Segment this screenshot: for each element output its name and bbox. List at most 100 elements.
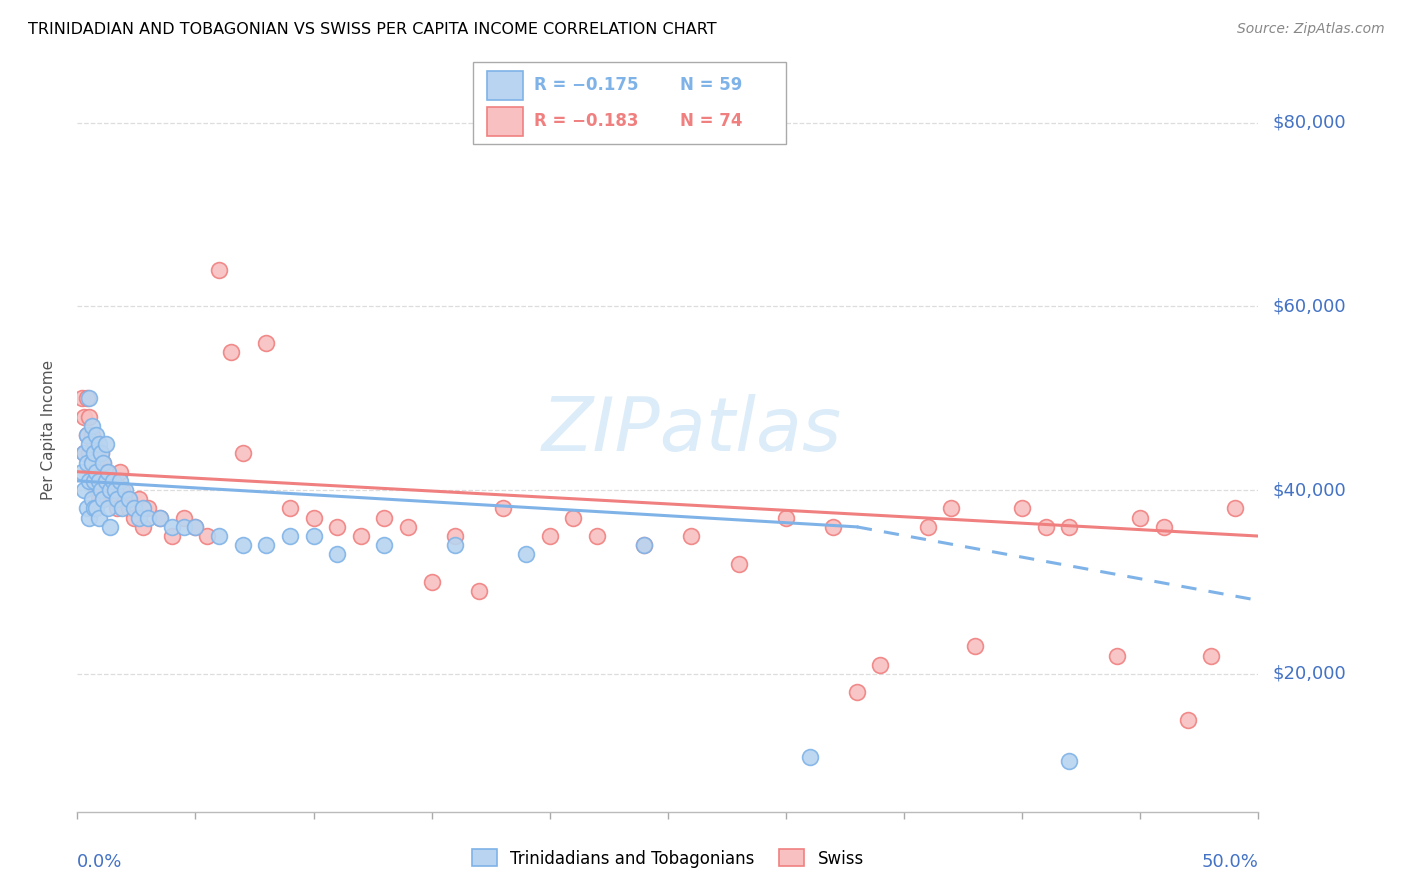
- Point: [1129, 510, 1152, 524]
- Point: [94, 474, 117, 488]
- Point: [90, 483, 112, 497]
- Point: [326, 520, 349, 534]
- Point: [681, 529, 703, 543]
- Point: [90, 446, 112, 460]
- Point: [302, 529, 325, 543]
- Point: [468, 584, 491, 599]
- Text: N = 74: N = 74: [679, 112, 742, 130]
- Point: [83, 437, 105, 451]
- Point: [1177, 713, 1199, 727]
- Point: [87, 492, 110, 507]
- Point: [326, 548, 349, 562]
- Point: [491, 501, 513, 516]
- Point: [184, 520, 207, 534]
- Point: [586, 529, 609, 543]
- Point: [254, 336, 277, 351]
- Point: [77, 391, 100, 405]
- Point: [128, 510, 150, 524]
- Point: [70, 465, 93, 479]
- Point: [94, 437, 117, 451]
- Point: [941, 501, 963, 516]
- Point: [1153, 520, 1175, 534]
- Point: [101, 492, 124, 507]
- Point: [444, 538, 467, 552]
- Point: [104, 483, 127, 497]
- Point: [149, 510, 172, 524]
- Point: [373, 510, 395, 524]
- Point: [963, 640, 986, 654]
- Point: [1059, 754, 1081, 768]
- Point: [84, 428, 107, 442]
- Point: [173, 520, 195, 534]
- Point: [100, 483, 122, 497]
- Point: [727, 557, 749, 571]
- Text: $20,000: $20,000: [1272, 665, 1346, 683]
- Point: [823, 520, 845, 534]
- Point: [77, 510, 100, 524]
- Point: [94, 465, 117, 479]
- Point: [83, 501, 105, 516]
- Point: [76, 501, 98, 516]
- Text: $60,000: $60,000: [1272, 297, 1346, 316]
- Point: [70, 391, 93, 405]
- Text: R = −0.183: R = −0.183: [534, 112, 638, 130]
- Point: [87, 437, 110, 451]
- Point: [128, 492, 150, 507]
- Point: [83, 446, 105, 460]
- Point: [396, 520, 419, 534]
- Point: [160, 529, 183, 543]
- Point: [77, 437, 100, 451]
- Point: [91, 456, 114, 470]
- Text: 0.0%: 0.0%: [77, 854, 122, 871]
- Point: [107, 492, 129, 507]
- Text: $80,000: $80,000: [1272, 113, 1346, 131]
- Point: [77, 474, 100, 488]
- Point: [869, 657, 891, 672]
- Point: [73, 409, 96, 424]
- Point: [633, 538, 655, 552]
- Point: [90, 483, 112, 497]
- Point: [76, 391, 98, 405]
- Point: [775, 510, 797, 524]
- Point: [104, 474, 127, 488]
- Bar: [486, 70, 523, 100]
- Text: 50.0%: 50.0%: [1202, 854, 1258, 871]
- Text: Source: ZipAtlas.com: Source: ZipAtlas.com: [1237, 22, 1385, 37]
- Point: [149, 510, 172, 524]
- Point: [90, 446, 112, 460]
- Point: [132, 520, 155, 534]
- Point: [111, 483, 134, 497]
- Point: [917, 520, 939, 534]
- Point: [83, 474, 105, 488]
- Point: [208, 529, 231, 543]
- Point: [107, 501, 129, 516]
- Point: [91, 456, 114, 470]
- Point: [80, 492, 103, 507]
- Point: [87, 456, 110, 470]
- Point: [77, 409, 100, 424]
- Point: [302, 510, 325, 524]
- Point: [114, 483, 136, 497]
- Point: [562, 510, 585, 524]
- Point: [101, 474, 124, 488]
- Point: [76, 456, 98, 470]
- Point: [76, 428, 98, 442]
- Point: [84, 501, 107, 516]
- Point: [108, 474, 131, 488]
- Point: [845, 685, 868, 699]
- Point: [108, 465, 131, 479]
- Point: [799, 749, 821, 764]
- Point: [1011, 501, 1033, 516]
- Point: [420, 574, 443, 589]
- Text: ZIPatlas: ZIPatlas: [541, 394, 842, 467]
- Point: [633, 538, 655, 552]
- Point: [195, 529, 218, 543]
- Point: [232, 446, 254, 460]
- Point: [73, 483, 96, 497]
- Point: [76, 428, 98, 442]
- Point: [254, 538, 277, 552]
- Point: [118, 501, 141, 516]
- Point: [97, 474, 120, 488]
- Point: [538, 529, 561, 543]
- Point: [1199, 648, 1222, 663]
